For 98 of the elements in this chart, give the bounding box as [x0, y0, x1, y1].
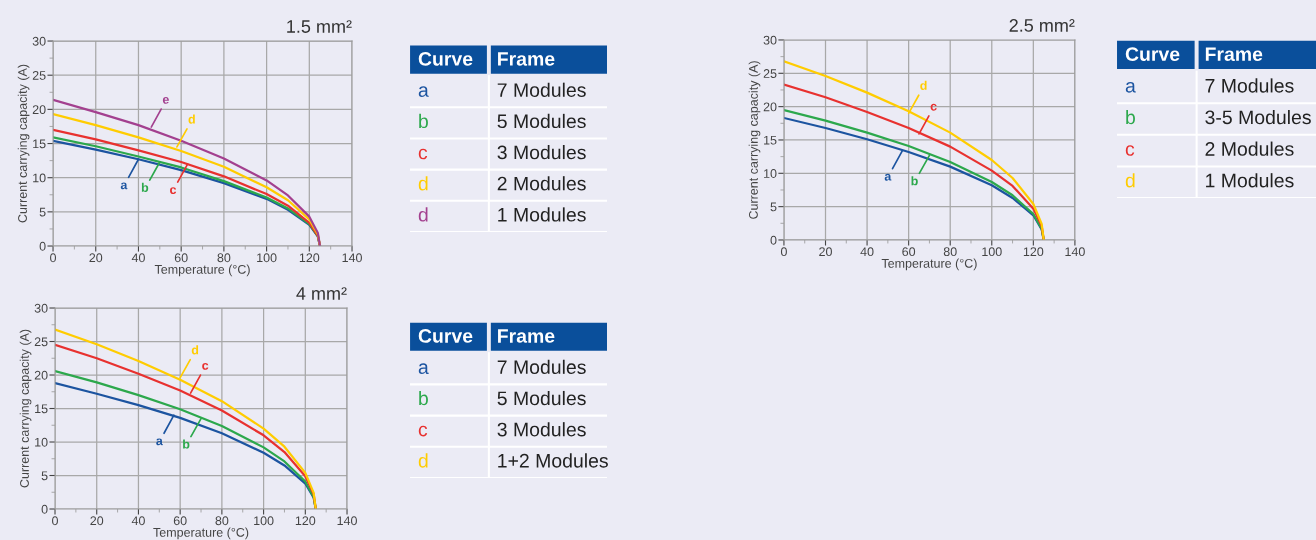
text: 2 Modules [497, 176, 586, 191]
x-axis-title: Temperature (°C) [154, 264, 250, 277]
text: Curve [418, 329, 473, 343]
text: c [418, 148, 428, 160]
y-tick-label: 25 [32, 71, 46, 80]
annotation: a [884, 173, 892, 181]
annotation: b [183, 439, 190, 449]
annotation: d [920, 80, 927, 90]
x-tick-label: 100 [254, 516, 274, 526]
annotation: c [930, 103, 937, 111]
chart-title: 2.5 mm² [1009, 19, 1075, 32]
text: b [419, 113, 428, 129]
x-tick-label: 20 [89, 253, 103, 263]
x-tick-label: 120 [295, 516, 316, 526]
text: 2 Modules [1205, 141, 1294, 156]
y-tick-label: 10 [33, 173, 46, 183]
x-tick-label: 140 [1065, 247, 1085, 257]
text: 5 Modules [497, 113, 586, 129]
x-axis-title: Temperature (°C) [881, 258, 977, 271]
annotation: d [188, 114, 195, 124]
x-tick-label: 120 [1023, 247, 1044, 257]
text: 5 Modules [497, 390, 586, 406]
y-tick-label: 20 [763, 102, 777, 112]
x-tick-label: 80 [943, 247, 957, 257]
y-tick-label: 0 [770, 235, 777, 245]
text: Frame [498, 52, 555, 66]
text: 3-5 Modules [1205, 109, 1311, 125]
text: c [418, 425, 428, 437]
text: Frame [1205, 47, 1263, 62]
text: d [418, 176, 428, 191]
y-axis-title: Current carrying capacity (A) [748, 61, 761, 219]
y-tick-label: 15 [764, 135, 777, 145]
text: d [418, 453, 428, 468]
annotation: d [191, 345, 199, 355]
y-tick-label: 20 [32, 105, 46, 115]
x-tick-label: 80 [217, 253, 231, 263]
chart-title: 4 mm² [296, 287, 347, 300]
text: b [419, 390, 428, 406]
annotation: c [170, 187, 177, 195]
x-tick-label: 120 [299, 253, 320, 263]
x-tick-label: 0 [780, 247, 787, 257]
y-tick-label: 15 [35, 404, 48, 414]
x-tick-label: 100 [982, 247, 1002, 257]
annotation: e [162, 96, 169, 104]
x-tick-label: 60 [902, 247, 916, 257]
text: b [1126, 109, 1135, 125]
annotation: a [156, 438, 163, 446]
chart-title: 1.5 mm² [287, 20, 352, 33]
text: 3 Modules [497, 422, 586, 437]
text: 7 Modules [497, 82, 586, 97]
text: d [418, 207, 428, 222]
x-tick-label: 100 [257, 253, 277, 263]
text: Curve [1125, 47, 1180, 62]
y-axis-title: Current carrying capacity (A) [19, 329, 32, 488]
x-tick-label: 0 [50, 253, 57, 263]
text: d [1125, 173, 1135, 188]
text: a [418, 86, 429, 97]
annotation: b [141, 182, 149, 192]
text: a [418, 363, 429, 375]
x-tick-label: 60 [173, 516, 187, 526]
y-tick-label: 5 [41, 471, 48, 481]
y-tick-label: 30 [34, 303, 48, 313]
annotation: b [911, 176, 918, 186]
annotation: c [202, 362, 209, 370]
y-tick-label: 5 [39, 207, 46, 217]
y-tick-label: 5 [770, 202, 777, 212]
x-tick-label: 40 [860, 247, 874, 257]
x-tick-label: 20 [819, 247, 832, 257]
y-tick-label: 20 [34, 370, 48, 380]
text: c [1125, 145, 1135, 156]
text: 3 Modules [497, 145, 586, 160]
text: 7 Modules [497, 359, 586, 375]
text: Curve [418, 52, 473, 66]
text: 1+2 Modules [498, 453, 608, 468]
x-tick-label: 40 [131, 516, 145, 526]
y-tick-label: 25 [763, 69, 777, 78]
text: 1 Modules [1206, 173, 1294, 188]
x-axis-title: Temperature (°C) [153, 527, 249, 540]
x-tick-label: 0 [52, 516, 58, 526]
y-tick-label: 10 [35, 437, 48, 447]
x-tick-label: 60 [174, 253, 188, 263]
y-tick-label: 25 [34, 337, 48, 347]
x-tick-label: 80 [215, 516, 229, 526]
x-tick-label: 140 [337, 516, 357, 526]
y-tick-label: 10 [764, 169, 777, 178]
annotation: a [120, 182, 128, 190]
text: 1 Modules [498, 207, 586, 222]
y-tick-label: 30 [763, 35, 777, 45]
x-tick-label: 140 [342, 253, 362, 263]
x-tick-label: 40 [131, 253, 145, 263]
y-tick-label: 0 [41, 504, 48, 514]
text: a [1125, 81, 1136, 93]
y-axis-title: Current carrying capacity (A) [17, 64, 30, 223]
text: 7 Modules [1205, 78, 1294, 93]
text: Frame [498, 329, 555, 343]
y-tick-label: 15 [33, 139, 46, 149]
x-tick-label: 20 [90, 516, 104, 526]
y-tick-label: 30 [32, 36, 46, 46]
